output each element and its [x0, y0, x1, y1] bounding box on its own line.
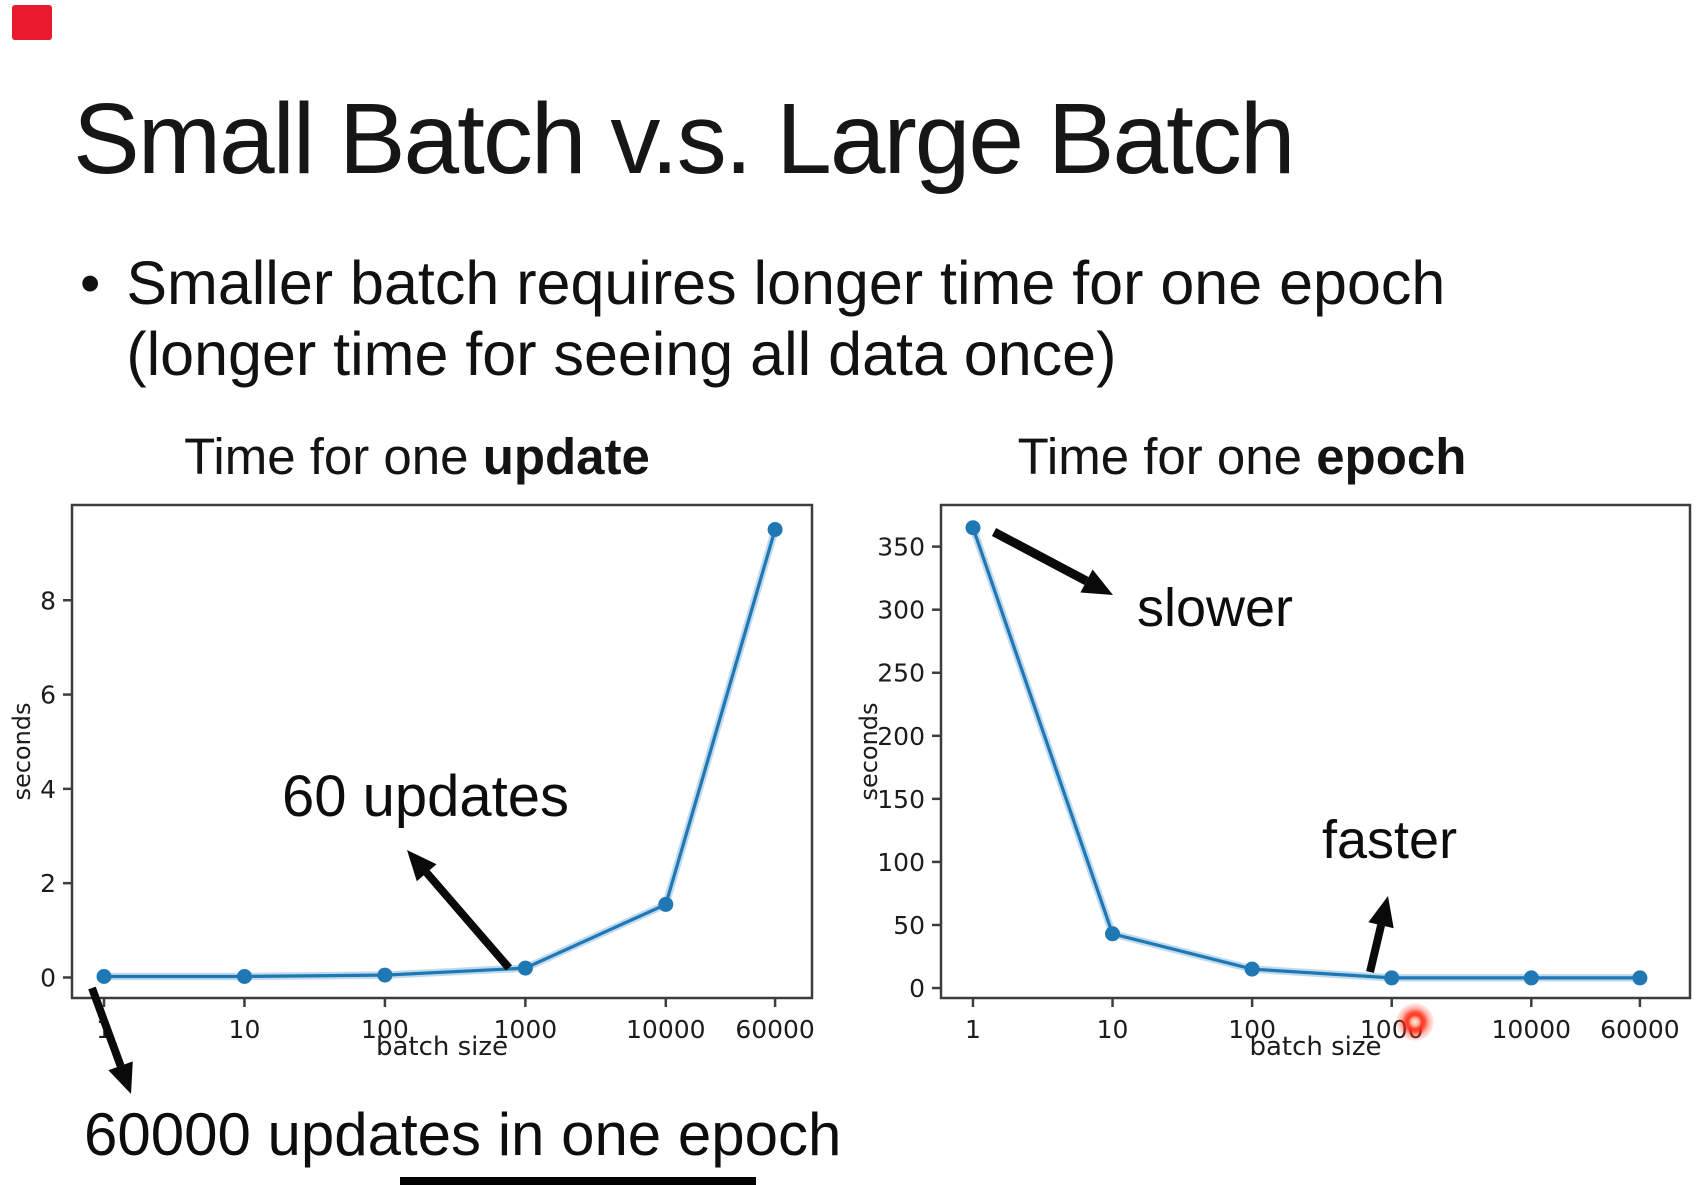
arrow-60000-updates: [88, 986, 133, 1094]
arrow-shaft: [991, 528, 1089, 585]
x-tick-label: 10: [229, 1015, 261, 1044]
bullet-text: Smaller batch requires longer time for o…: [126, 248, 1445, 390]
arrow-slower: [991, 528, 1113, 595]
y-tick-label: 300: [877, 596, 925, 625]
data-point: [1244, 961, 1260, 977]
y-tick-label: 350: [877, 533, 925, 562]
page-title: Small Batch v.s. Large Batch: [73, 83, 1296, 195]
series-line-halo: [104, 528, 779, 981]
x-tick-label: 1000: [494, 1015, 558, 1044]
y-tick-label: 250: [877, 659, 925, 688]
x-tick-label: 100: [1228, 1015, 1276, 1044]
y-tick-label: 4: [40, 775, 56, 804]
left-chart-title-bold: update: [482, 428, 650, 485]
red-corner-marker: [12, 5, 52, 40]
annotation-faster: faster: [1322, 810, 1458, 870]
arrow-head: [407, 850, 437, 882]
series-line: [104, 529, 777, 979]
x-axis-label: batch size: [376, 1032, 508, 1062]
x-tick-label: 1: [965, 1015, 981, 1044]
y-tick-label: 0: [40, 963, 56, 992]
data-point: [377, 967, 393, 983]
y-tick-label: 8: [40, 586, 56, 615]
arrow-faster: [1366, 896, 1394, 973]
arrow-shaft: [1366, 924, 1385, 973]
right-chart-title-prefix: Time for one: [1017, 428, 1317, 485]
right-chart-title: Time for one epoch: [917, 427, 1567, 486]
bullet-line-2: (longer time for seeing all data once): [126, 320, 1117, 388]
data-point: [237, 969, 252, 984]
x-tick-label: 60000: [1600, 1015, 1680, 1044]
x-axis-label: batch size: [1249, 1032, 1381, 1062]
right-chart-title-bold: epoch: [1316, 428, 1467, 485]
arrow-60-updates: [407, 850, 513, 971]
bullet-icon: •: [80, 251, 101, 316]
x-tick-label: 100: [361, 1015, 409, 1044]
x-tick-label: 60000: [735, 1015, 815, 1044]
y-tick-label: 50: [893, 911, 925, 940]
left-chart-title-prefix: Time for one: [184, 428, 483, 485]
arrow-shaft: [88, 986, 125, 1068]
data-point: [1384, 970, 1400, 986]
y-axis-label: seconds: [8, 702, 36, 800]
left-chart-title: Time for one update: [92, 427, 742, 486]
x-tick-label: 10: [1097, 1015, 1129, 1044]
bullet-item: • Smaller batch requires longer time for…: [80, 248, 1445, 390]
arrow-head: [1368, 896, 1394, 929]
y-tick-label: 100: [877, 848, 925, 877]
left-chart: 0246811010010001000060000batch sizesecon…: [8, 503, 815, 1062]
y-tick-label: 2: [40, 869, 56, 898]
bullet-line-1: Smaller batch requires longer time for o…: [126, 249, 1446, 317]
plot-border: [70, 503, 814, 1000]
y-tick-label: 6: [40, 681, 56, 710]
x-tick-label: 10000: [1492, 1015, 1572, 1044]
series-line: [971, 527, 1640, 980]
laser-pointer-dot: [1396, 1003, 1434, 1041]
annotation-60-updates: 60 updates: [282, 764, 570, 829]
data-point: [1523, 970, 1539, 986]
data-point: [96, 969, 112, 984]
arrow-head: [1080, 569, 1113, 595]
data-point: [1632, 970, 1648, 986]
series-line-halo: [969, 526, 1640, 982]
y-tick-label: 200: [877, 722, 925, 751]
y-tick-label: 150: [877, 785, 925, 814]
arrow-shaft: [423, 870, 513, 971]
data-point: [517, 960, 533, 976]
annotation-slower: slower: [1137, 578, 1294, 638]
y-tick-label: 0: [909, 974, 925, 1003]
y-axis-label: seconds: [855, 702, 883, 800]
x-tick-label: 10000: [626, 1015, 706, 1044]
plot-border: [939, 503, 1692, 1000]
annotation-60000-updates: 60000 updates in one epoch: [84, 1101, 842, 1168]
arrow-head: [108, 1061, 133, 1094]
data-point: [1105, 926, 1120, 942]
data-point: [767, 522, 783, 537]
bottom-black-bar: [400, 1177, 756, 1185]
data-point: [965, 520, 981, 536]
data-point: [658, 896, 674, 912]
